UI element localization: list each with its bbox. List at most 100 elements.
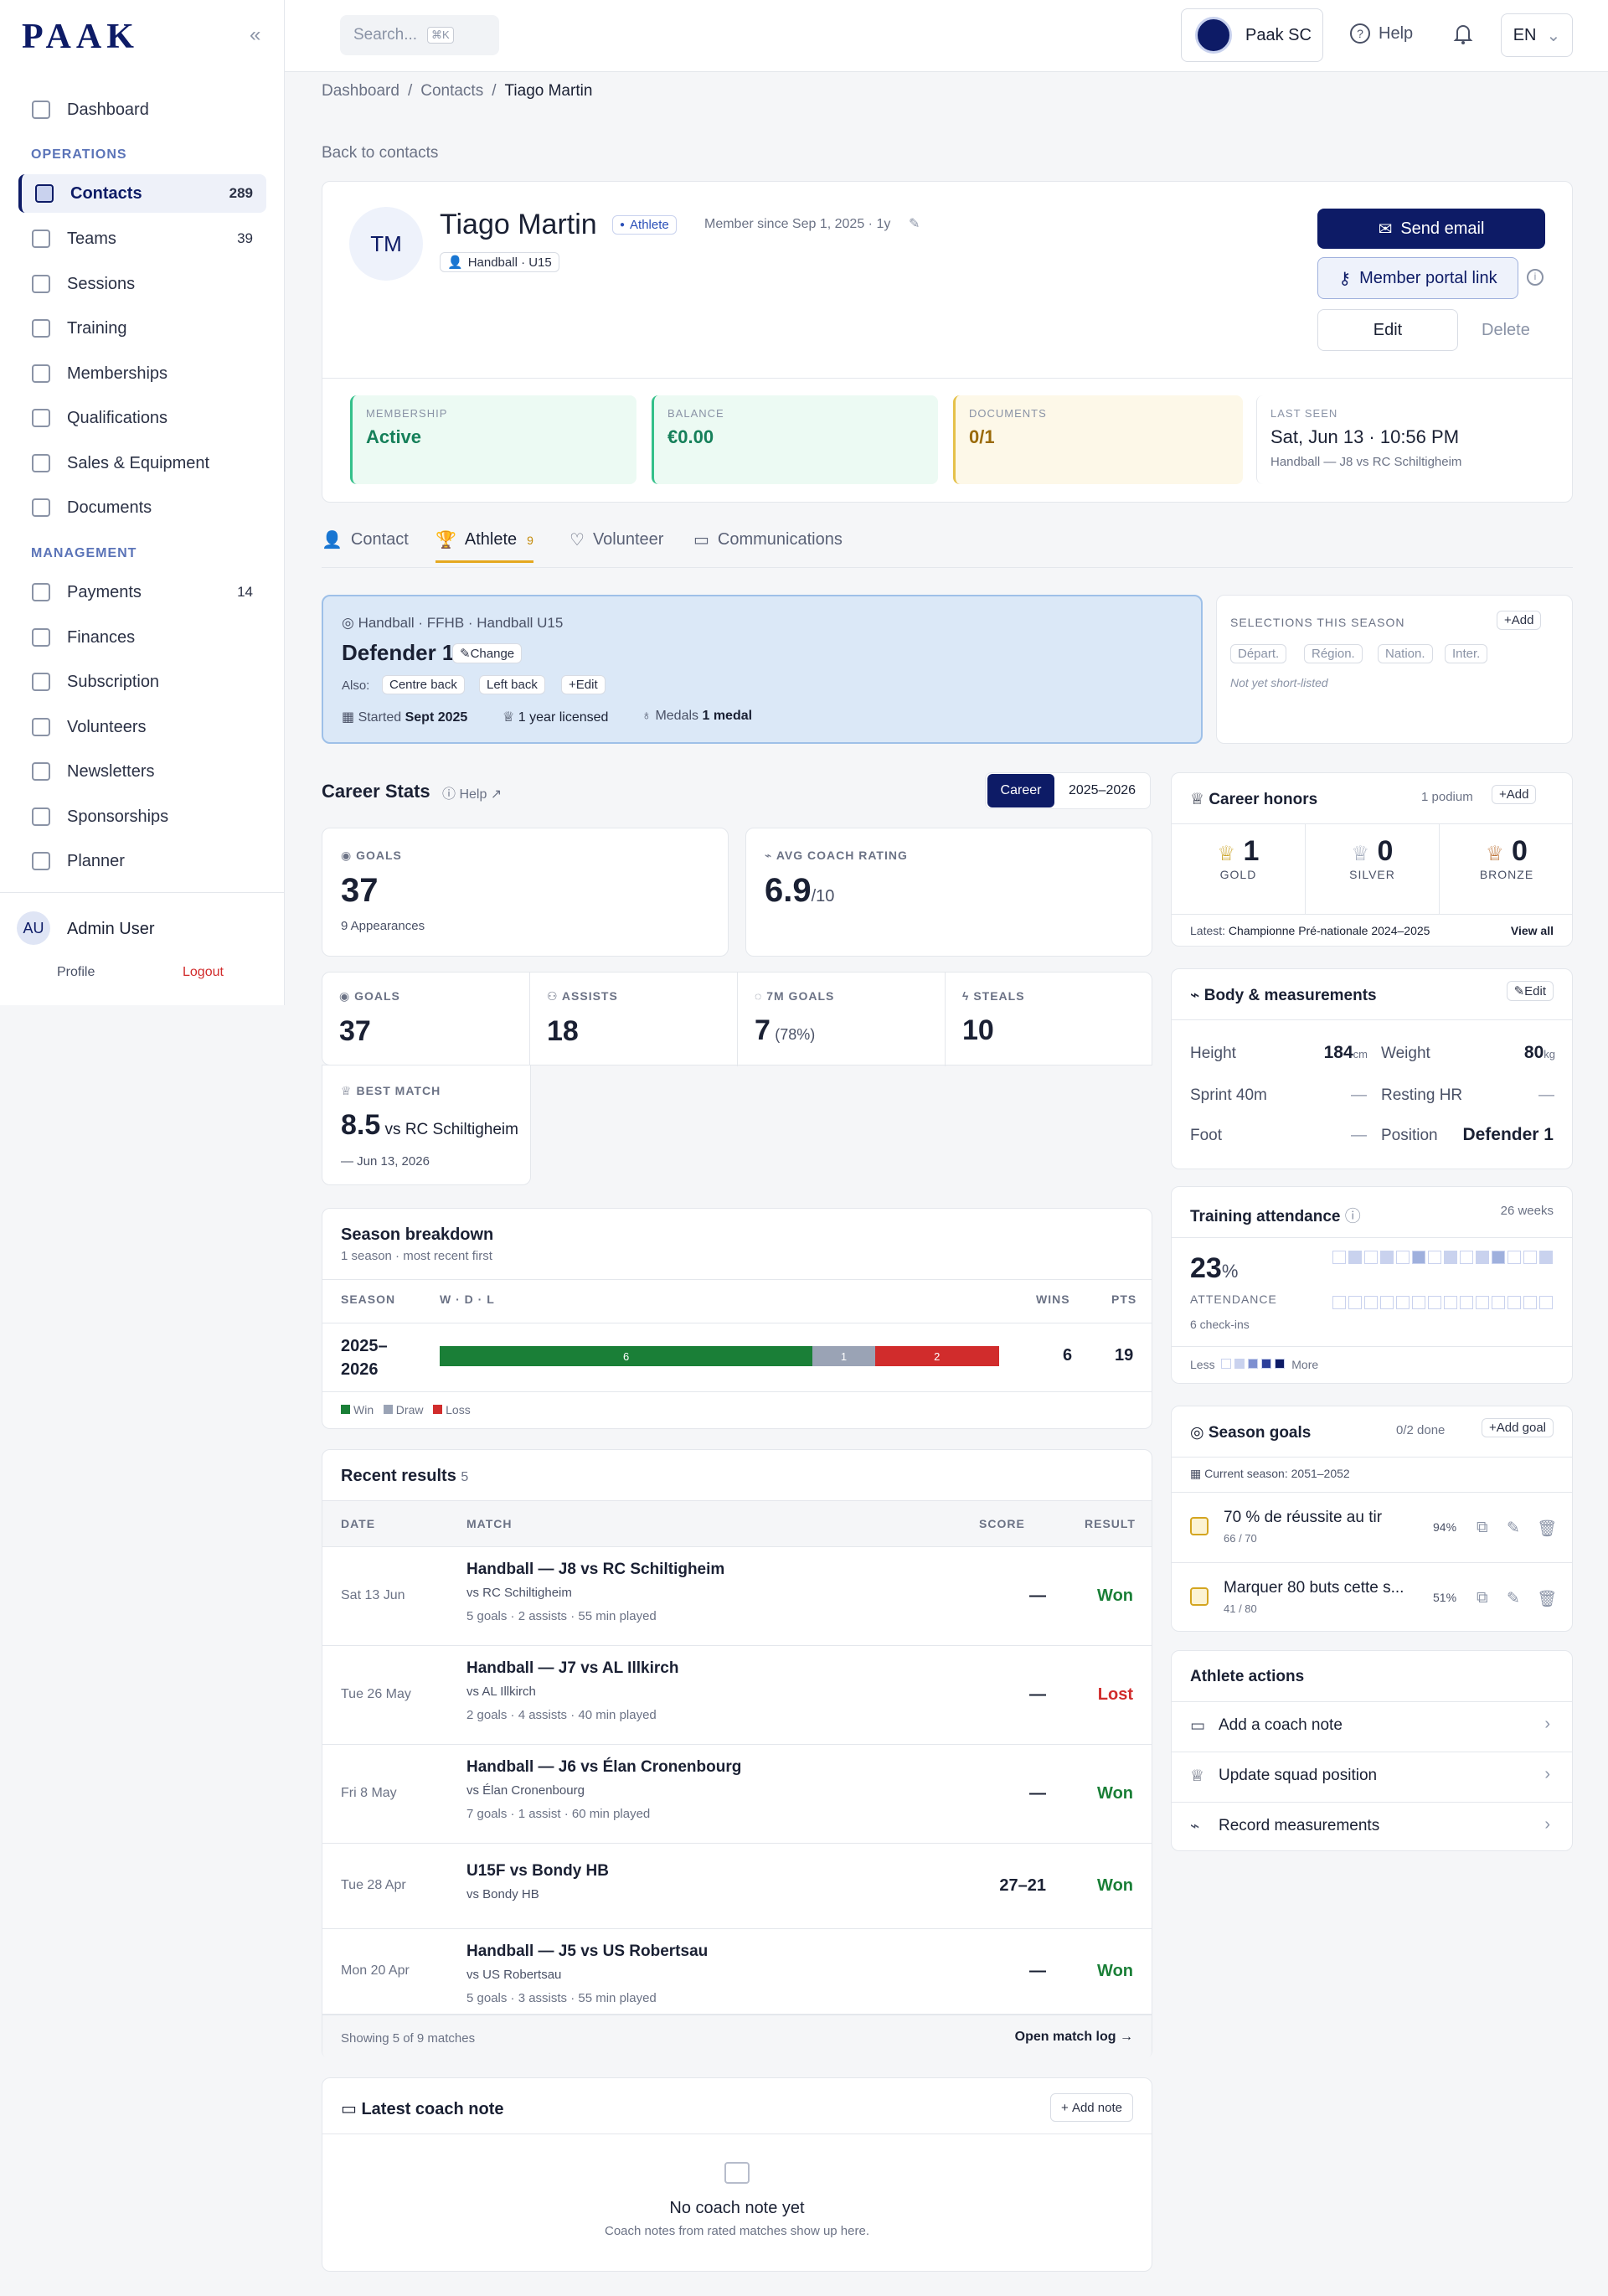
selection-level-chip[interactable]: Nation. [1378,644,1433,663]
sidebar-item-sponsorships[interactable]: Sponsorships [18,797,266,836]
season-legend: Win Draw Loss [341,1403,471,1416]
team-pill[interactable]: 👤 Handball · U15 [440,252,559,272]
table-row[interactable]: Fri 8 May Handball — J6 vs Élan Cronenbou… [322,1745,1152,1844]
heatmap-cell [1539,1251,1553,1264]
tab-contact[interactable]: 👤 Contact [322,530,409,549]
match-score: — [1029,1962,1046,1980]
add-honor-button[interactable]: + Add [1492,785,1537,804]
sidebar-item-sessions[interactable]: Sessions [18,265,266,303]
table-row[interactable]: Mon 20 Apr Handball — J5 vs US Robertsau v… [322,1929,1152,2015]
edit-button[interactable]: Edit [1317,309,1458,351]
sidebar-item-dashboard[interactable]: Dashboard [18,90,266,129]
pencil-icon[interactable]: ✎ [1507,1519,1520,1537]
change-position-button[interactable]: ✎ Change [452,643,523,663]
heatmap-cell [1523,1296,1537,1309]
match-title: U15F vs Bondy HB [466,1862,609,1880]
action-record-measurements[interactable]: ⌁ Record measurements › [1190,1815,1550,1835]
league-label: ◎ Handball · FFHB · Handball U15 [342,615,564,631]
calendar-icon: ▦ [1190,1467,1205,1480]
stat-7m-goals: ◌ 7M GOALS 7 (78%) [738,973,946,1066]
career-toggle-season[interactable]: 2025–2026 [1068,783,1136,797]
send-email-button[interactable]: ✉ Send email [1317,209,1545,249]
trash-icon[interactable]: 🗑 [1537,1520,1558,1538]
career-stats-title: Career Stats [322,781,430,802]
goal-item[interactable]: 70 % de réussite au tir 66 / 70 94% ⧉ ✎ … [1172,1492,1572,1562]
edit-measurements-button[interactable]: ✎ Edit [1506,981,1554,1001]
pencil-icon: ✎ [460,647,471,661]
bell-icon[interactable] [1453,22,1473,45]
back-to-contacts-link[interactable]: Back to contacts [322,144,439,162]
alt-position-chip[interactable]: Centre back [382,675,465,694]
add-selection-button[interactable]: + Add [1497,611,1542,630]
collapse-sidebar-icon[interactable]: « [250,23,261,46]
action-add-coach-note[interactable]: ▭ Add a coach note › [1190,1715,1550,1735]
breadcrumb-dashboard[interactable]: Dashboard [322,82,399,100]
table-row[interactable]: Tue 26 May Handball — J7 vs AL Illkirch vs… [322,1646,1152,1745]
goal-checkbox[interactable] [1190,1517,1209,1535]
table-row[interactable]: Tue 28 Apr U15F vs Bondy HB vs Bondy HB 27–… [322,1844,1152,1929]
planner-icon [32,852,50,870]
help-button[interactable]: ? Help [1350,23,1413,44]
open-goal-icon[interactable]: ⧉ [1477,1519,1488,1536]
selection-level-chip[interactable]: Région. [1304,644,1363,663]
member-portal-button[interactable]: ⚷ Member portal link [1317,257,1518,299]
alt-position-chip[interactable]: Left back [479,675,545,694]
table-row[interactable]: Sat 13 Jun Handball — J8 vs RC Schiltighe… [322,1547,1152,1646]
trash-icon[interactable]: 🗑 [1537,1591,1558,1608]
pencil-icon[interactable]: ✎ [1507,1590,1520,1607]
pencil-icon: ✎ [1513,984,1525,998]
edit-pencil-icon[interactable]: ✎ [909,217,920,231]
edit-alt-positions-button[interactable]: + Edit [561,675,606,694]
delete-button[interactable]: Delete [1482,321,1530,339]
sidebar-item-teams[interactable]: Teams 39 [18,219,266,258]
silver-count: ♕ 0 SILVER [1306,823,1440,914]
open-goal-icon[interactable]: ⧉ [1477,1589,1488,1607]
add-goal-button[interactable]: + Add goal [1482,1418,1554,1437]
logout-link[interactable]: Logout [183,965,224,979]
app-logo[interactable]: PAAK [22,18,139,56]
goal-checkbox[interactable] [1190,1587,1209,1606]
open-match-log-link[interactable]: Open match log → [1014,2030,1133,2044]
language-select[interactable]: EN ⌄ [1501,13,1573,57]
match-opponent: vs US Robertsau [466,1968,562,1982]
selection-level-chip[interactable]: Inter. [1445,644,1488,663]
club-switcher[interactable]: Paak SC [1181,8,1323,62]
breadcrumb-contacts[interactable]: Contacts [420,82,484,100]
view-all-honors-link[interactable]: View all [1510,924,1554,937]
career-toggle-career[interactable]: Career [987,774,1054,807]
avatar[interactable]: AU [17,911,50,945]
sidebar-item-training[interactable]: Training [18,309,266,348]
sidebar-item-contacts[interactable]: Contacts 289 [18,174,266,213]
recent-results-card: Recent results 5 DATE MATCH SCORE RESULT… [322,1449,1152,2060]
sidebar-item-subscription[interactable]: Subscription [18,663,266,701]
add-note-button[interactable]: + Add note [1050,2093,1133,2122]
sidebar-item-qualifications[interactable]: Qualifications [18,399,266,437]
training-icon [32,319,50,338]
info-icon[interactable]: ⓘ [1344,1208,1361,1225]
info-icon[interactable]: i [1527,269,1544,286]
sidebar-item-payments[interactable]: Payments 14 [18,573,266,611]
profile-link[interactable]: Profile [57,965,95,979]
sidebar-item-documents[interactable]: Documents [18,488,266,527]
sidebar-item-sales[interactable]: Sales & Equipment [18,444,266,482]
goal-item[interactable]: Marquer 80 buts cette s... 41 / 80 51% ⧉… [1172,1562,1572,1633]
tab-communications[interactable]: ▭ Communications [693,530,843,549]
sidebar-item-planner[interactable]: Planner [18,842,266,880]
selection-level-chip[interactable]: Départ. [1230,644,1287,663]
sidebar-item-finances[interactable]: Finances [18,618,266,657]
action-update-squad-position[interactable]: ♕ Update squad position › [1190,1765,1550,1785]
tab-athlete[interactable]: 🏆 Athlete 9 [436,529,533,563]
sidebar-item-volunteers[interactable]: Volunteers [18,708,266,746]
club-crest-icon [1195,17,1232,54]
match-title: Handball — J6 vs Élan Cronenbourg [466,1758,742,1776]
plus-icon: + [1504,613,1512,627]
user-panel: AU Admin User Profile Logout [0,892,285,1005]
match-date: Fri 8 May [341,1786,397,1800]
sidebar-item-memberships[interactable]: Memberships [18,354,266,393]
career-help-link[interactable]: ⓘ Help ↗ [442,787,502,802]
search-input[interactable]: Search... ⌘K [340,15,499,55]
tab-volunteer[interactable]: ♡ Volunteer [570,530,664,549]
sidebar-item-newsletters[interactable]: Newsletters [18,752,266,791]
draw-segment: 1 [812,1346,875,1366]
medal-icon: ♁ [642,709,656,723]
